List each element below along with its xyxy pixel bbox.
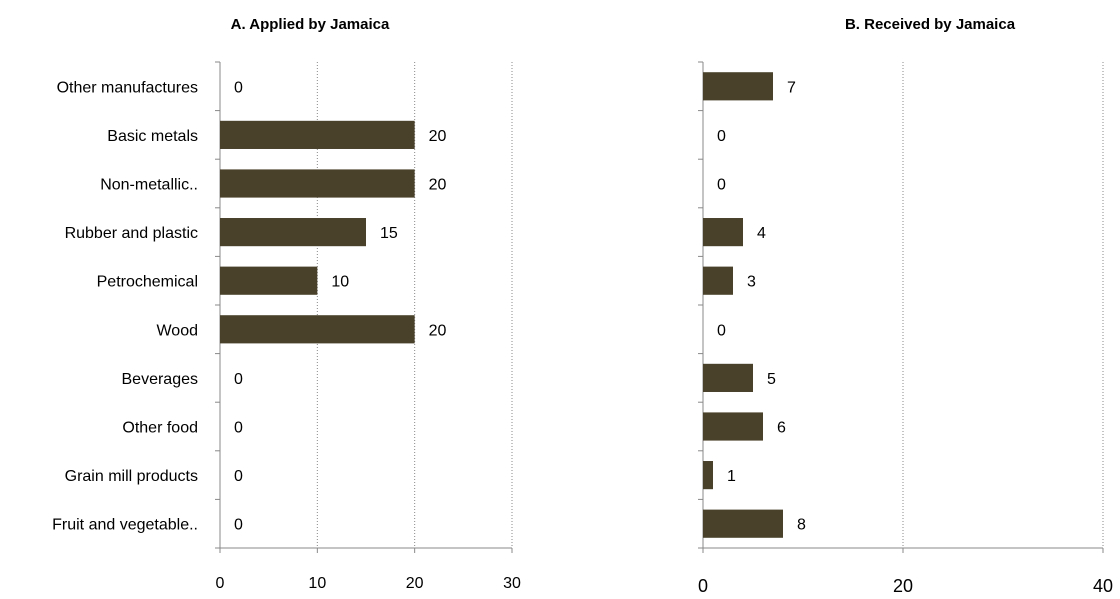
chart-a-title: A. Applied by Jamaica: [231, 16, 390, 33]
chart-a-data-label: 20: [429, 177, 447, 194]
chart-b-data-label: 5: [767, 371, 776, 388]
chart-a-data-label: 15: [380, 225, 398, 242]
chart-a-data-label: 0: [234, 371, 243, 388]
chart-a-category-label: Beverages: [122, 371, 199, 388]
chart-a-data-label: 10: [331, 274, 349, 291]
chart-b-bar: [703, 218, 743, 247]
chart-a-data-label: 0: [234, 420, 243, 437]
chart-a-bar: [220, 315, 415, 344]
chart-a-category-label: Non-metallic..: [100, 177, 198, 194]
chart-b-data-label: 3: [747, 274, 756, 291]
chart-a-bar: [220, 169, 415, 198]
chart-a-data-label: 20: [429, 128, 447, 145]
chart-b-title: B. Received by Jamaica: [845, 16, 1016, 33]
chart-b-x-tick-label: 40: [1093, 576, 1113, 596]
chart-a-bar: [220, 120, 415, 149]
chart-b-bar: [703, 412, 763, 441]
chart-a-category-label: Rubber and plastic: [65, 225, 198, 242]
chart-b-bar: [703, 363, 753, 392]
chart-b-x-tick-label: 20: [893, 576, 913, 596]
chart-b-bar: [703, 509, 783, 538]
chart-a-category-label: Grain mill products: [65, 468, 198, 485]
chart-a-x-tick-label: 10: [308, 575, 326, 592]
chart-a-data-label: 0: [234, 517, 243, 534]
chart-a-category-label: Wood: [156, 322, 198, 339]
chart-a-x-tick-label: 30: [503, 575, 521, 592]
chart-b-x-tick-label: 0: [698, 576, 708, 596]
chart-b-bar: [703, 266, 733, 295]
chart-a-category-label: Petrochemical: [97, 274, 198, 291]
chart-b-data-label: 0: [717, 177, 726, 194]
chart-a-category-label: Other food: [122, 420, 198, 437]
chart-a-data-label: 0: [234, 79, 243, 96]
chart-a-bar: [220, 218, 366, 247]
chart-a-category-label: Fruit and vegetable..: [52, 517, 198, 534]
chart-a-data-label: 0: [234, 468, 243, 485]
chart-b-data-label: 8: [797, 517, 806, 534]
chart-b-data-label: 7: [787, 79, 796, 96]
chart-b-data-label: 6: [777, 420, 786, 437]
chart-a-x-tick-label: 0: [216, 575, 225, 592]
chart-b-panel: 0 20 40 7 0 0 4 3 0 5 6 1 8: [698, 61, 1113, 596]
chart-a-x-tick-label: 20: [406, 575, 424, 592]
chart-b-data-label: 1: [727, 468, 736, 485]
chart-a-category-label: Basic metals: [107, 128, 198, 145]
chart-b-bar: [703, 461, 713, 490]
chart-a-panel: 0 10 20 30 Other manufactures 0 Basic metals 20…: [52, 61, 521, 592]
chart-a-data-label: 20: [429, 322, 447, 339]
chart-b-data-label: 4: [757, 225, 766, 242]
chart-b-data-label: 0: [717, 322, 726, 339]
chart-b-data-label: 0: [717, 128, 726, 145]
chart-b-bar: [703, 72, 773, 101]
chart-a-category-label: Other manufactures: [57, 79, 198, 96]
chart-a-bar: [220, 266, 318, 295]
